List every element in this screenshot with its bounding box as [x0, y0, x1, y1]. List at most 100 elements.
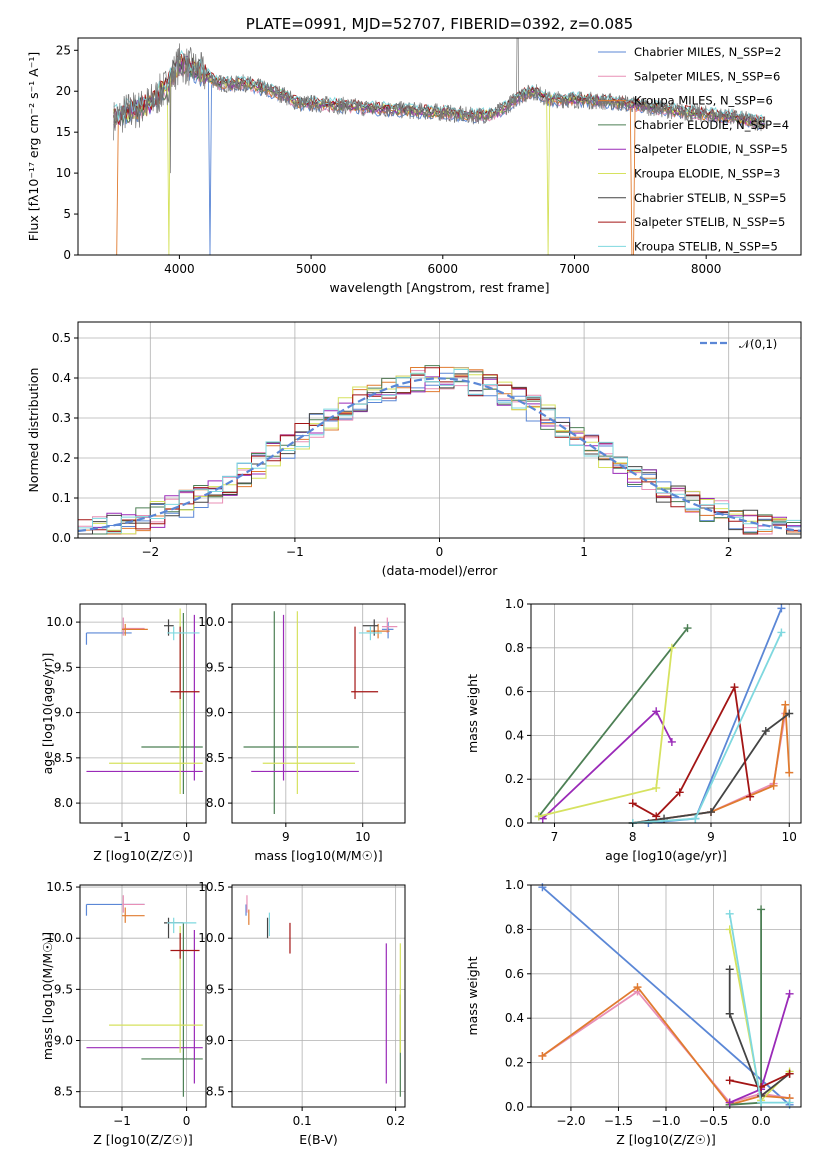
- legend-label: Chabrier ELODIE, N_SSP=4: [634, 118, 789, 132]
- weight-point-marker: [667, 643, 676, 652]
- x-tick-label: −2: [141, 545, 159, 559]
- y-tick-label: 0.5: [52, 331, 71, 345]
- legend-label: Chabrier MILES, N_SSP=2: [634, 45, 781, 59]
- weight-series-line: [538, 627, 689, 817]
- x-tick-label: 0: [436, 545, 444, 559]
- y-tick-label: 9.0: [54, 1034, 73, 1048]
- y-tick-label: 0.1: [52, 491, 71, 505]
- weight-point-marker: [757, 1098, 766, 1107]
- axes-frame: [231, 603, 406, 824]
- legend-label: 𝒩(0,1): [739, 337, 777, 351]
- y-tick-label: 0.8: [505, 922, 524, 936]
- residual-histogram: [78, 369, 801, 534]
- y-axis-label: mass [log10(M/M☉)]: [40, 932, 55, 1060]
- y-tick-label: 1.0: [505, 597, 524, 611]
- y-tick-label: 10.5: [46, 880, 73, 894]
- weight-point-marker: [730, 683, 739, 692]
- weight-point-marker: [691, 814, 700, 823]
- weight-point-marker: [633, 983, 642, 992]
- y-tick-label: 20: [56, 84, 71, 98]
- axes-frame: [79, 603, 207, 824]
- y-tick-label: 10: [56, 166, 71, 180]
- weight-series-line: [632, 713, 787, 824]
- x-tick-label: 0.1: [293, 1114, 312, 1128]
- axes-frame: [530, 603, 802, 824]
- x-tick-label: −1: [113, 830, 131, 844]
- weight-series-line: [541, 886, 791, 1106]
- observed-spectrum-line: [113, 38, 766, 174]
- y-axis-label: age [log10(age/yr)]: [40, 653, 55, 775]
- weight-point-marker: [777, 604, 786, 613]
- x-axis-label: wavelength [Angstrom, rest frame]: [329, 280, 549, 295]
- y-tick-label: 8.5: [54, 751, 73, 765]
- x-tick-label: −2.0: [556, 1114, 585, 1128]
- normal-curve: [77, 377, 802, 533]
- axes-weight-vs-age: 7 8 9 10 0.0 0.2 0.4 0.6 0.8 1.0 age [log10(age/yr…: [465, 597, 802, 863]
- weight-point-marker: [683, 624, 692, 633]
- x-tick-label: 9: [282, 830, 290, 844]
- weight-series-line: [728, 913, 790, 1104]
- y-axis-label: mass weight: [465, 674, 480, 753]
- y-tick-label: 9.5: [206, 982, 225, 996]
- weight-point-marker: [785, 768, 794, 777]
- y-tick-label: 0.2: [505, 1056, 524, 1070]
- x-axis-label: Z [log10(Z/Z☉)]: [93, 1132, 193, 1147]
- y-axis-label: Flux [fλ10⁻¹⁷ erg cm⁻² s⁻¹ A⁻¹]: [26, 52, 41, 241]
- y-tick-label: 8.5: [54, 1085, 73, 1099]
- legend-label: Kroupa MILES, N_SSP=6: [634, 94, 773, 108]
- x-tick-label: 1: [580, 545, 588, 559]
- weight-point-marker: [725, 1098, 734, 1107]
- x-tick-label: 0.2: [386, 1114, 405, 1128]
- x-tick-label: 0.0: [752, 1114, 771, 1128]
- y-tick-label: 8.5: [206, 751, 225, 765]
- weight-point-marker: [538, 1051, 547, 1060]
- y-tick-label: 10.0: [198, 615, 225, 629]
- x-tick-label: 2: [725, 545, 733, 559]
- axes-age-vs-mass: 9 10 8.0 8.5 9.0 9.5 10.0 mass [log10(M/M☉)]: [198, 603, 406, 863]
- legend-label: Kroupa STELIB, N_SSP=5: [634, 239, 778, 253]
- y-tick-label: 9.0: [206, 706, 225, 720]
- y-tick-label: 0.4: [505, 728, 524, 742]
- axes-mass-vs-Z: −1 0 8.5 9.0 9.5 10.0 10.5 Z [log10(Z/Z☉)] mass …: [40, 880, 207, 1147]
- x-axis-label: mass [log10(M/M☉)]: [254, 848, 382, 863]
- weight-series-line: [728, 929, 791, 1103]
- axes-mass-vs-EBV: 0.1 0.2 8.5 9.0 9.5 10.0 10.5 E(B-V): [198, 880, 406, 1147]
- weight-point-marker: [725, 1076, 734, 1085]
- y-tick-label: 0.2: [52, 451, 71, 465]
- weight-point-marker: [652, 812, 661, 821]
- y-tick-label: 10.0: [198, 931, 225, 945]
- y-tick-label: 1.0: [505, 878, 524, 892]
- x-tick-label: −1: [113, 1114, 131, 1128]
- x-tick-label: −1: [286, 545, 304, 559]
- axes-weight-vs-Z: −2.0 −1.5 −1.0 −0.5 0.0 0.0 0.2 0.4 0.6 0.8 1.0 Z […: [465, 878, 802, 1147]
- x-tick-label: 9: [707, 830, 715, 844]
- model-spectrum-line: [113, 49, 765, 123]
- x-tick-label: −1.0: [651, 1114, 680, 1128]
- y-tick-label: 0.4: [505, 1011, 524, 1025]
- axes-frame: [79, 884, 207, 1108]
- y-tick-label: 0.0: [505, 1100, 524, 1114]
- weight-point-marker: [667, 737, 676, 746]
- x-axis-label: Z [log10(Z/Z☉)]: [616, 1132, 716, 1147]
- y-tick-label: 25: [56, 43, 71, 57]
- weight-series-line: [728, 969, 791, 1098]
- weight-point-marker: [628, 799, 637, 808]
- y-tick-label: 9.0: [54, 706, 73, 720]
- x-tick-label: 7: [551, 830, 559, 844]
- weight-point-marker: [725, 1009, 734, 1018]
- x-tick-label: 0: [183, 1114, 191, 1128]
- y-tick-label: 10.5: [198, 880, 225, 894]
- axes-frame: [77, 37, 802, 256]
- weight-point-marker: [534, 812, 543, 821]
- axes-age-vs-Z: −1 0 8.0 8.5 9.0 9.5 10.0 Z [log10(Z/Z☉)] age [l…: [40, 603, 207, 863]
- x-axis-label: (data-model)/error: [382, 563, 499, 578]
- y-tick-label: 0: [63, 248, 71, 262]
- y-tick-label: 0.0: [52, 531, 71, 545]
- x-axis-label: Z [log10(Z/Z☉)]: [93, 848, 193, 863]
- y-tick-label: 0.4: [52, 371, 71, 385]
- weight-series-line: [542, 709, 673, 820]
- weight-point-marker: [707, 808, 715, 817]
- weight-point-marker: [777, 628, 786, 637]
- weight-point-marker: [781, 700, 790, 709]
